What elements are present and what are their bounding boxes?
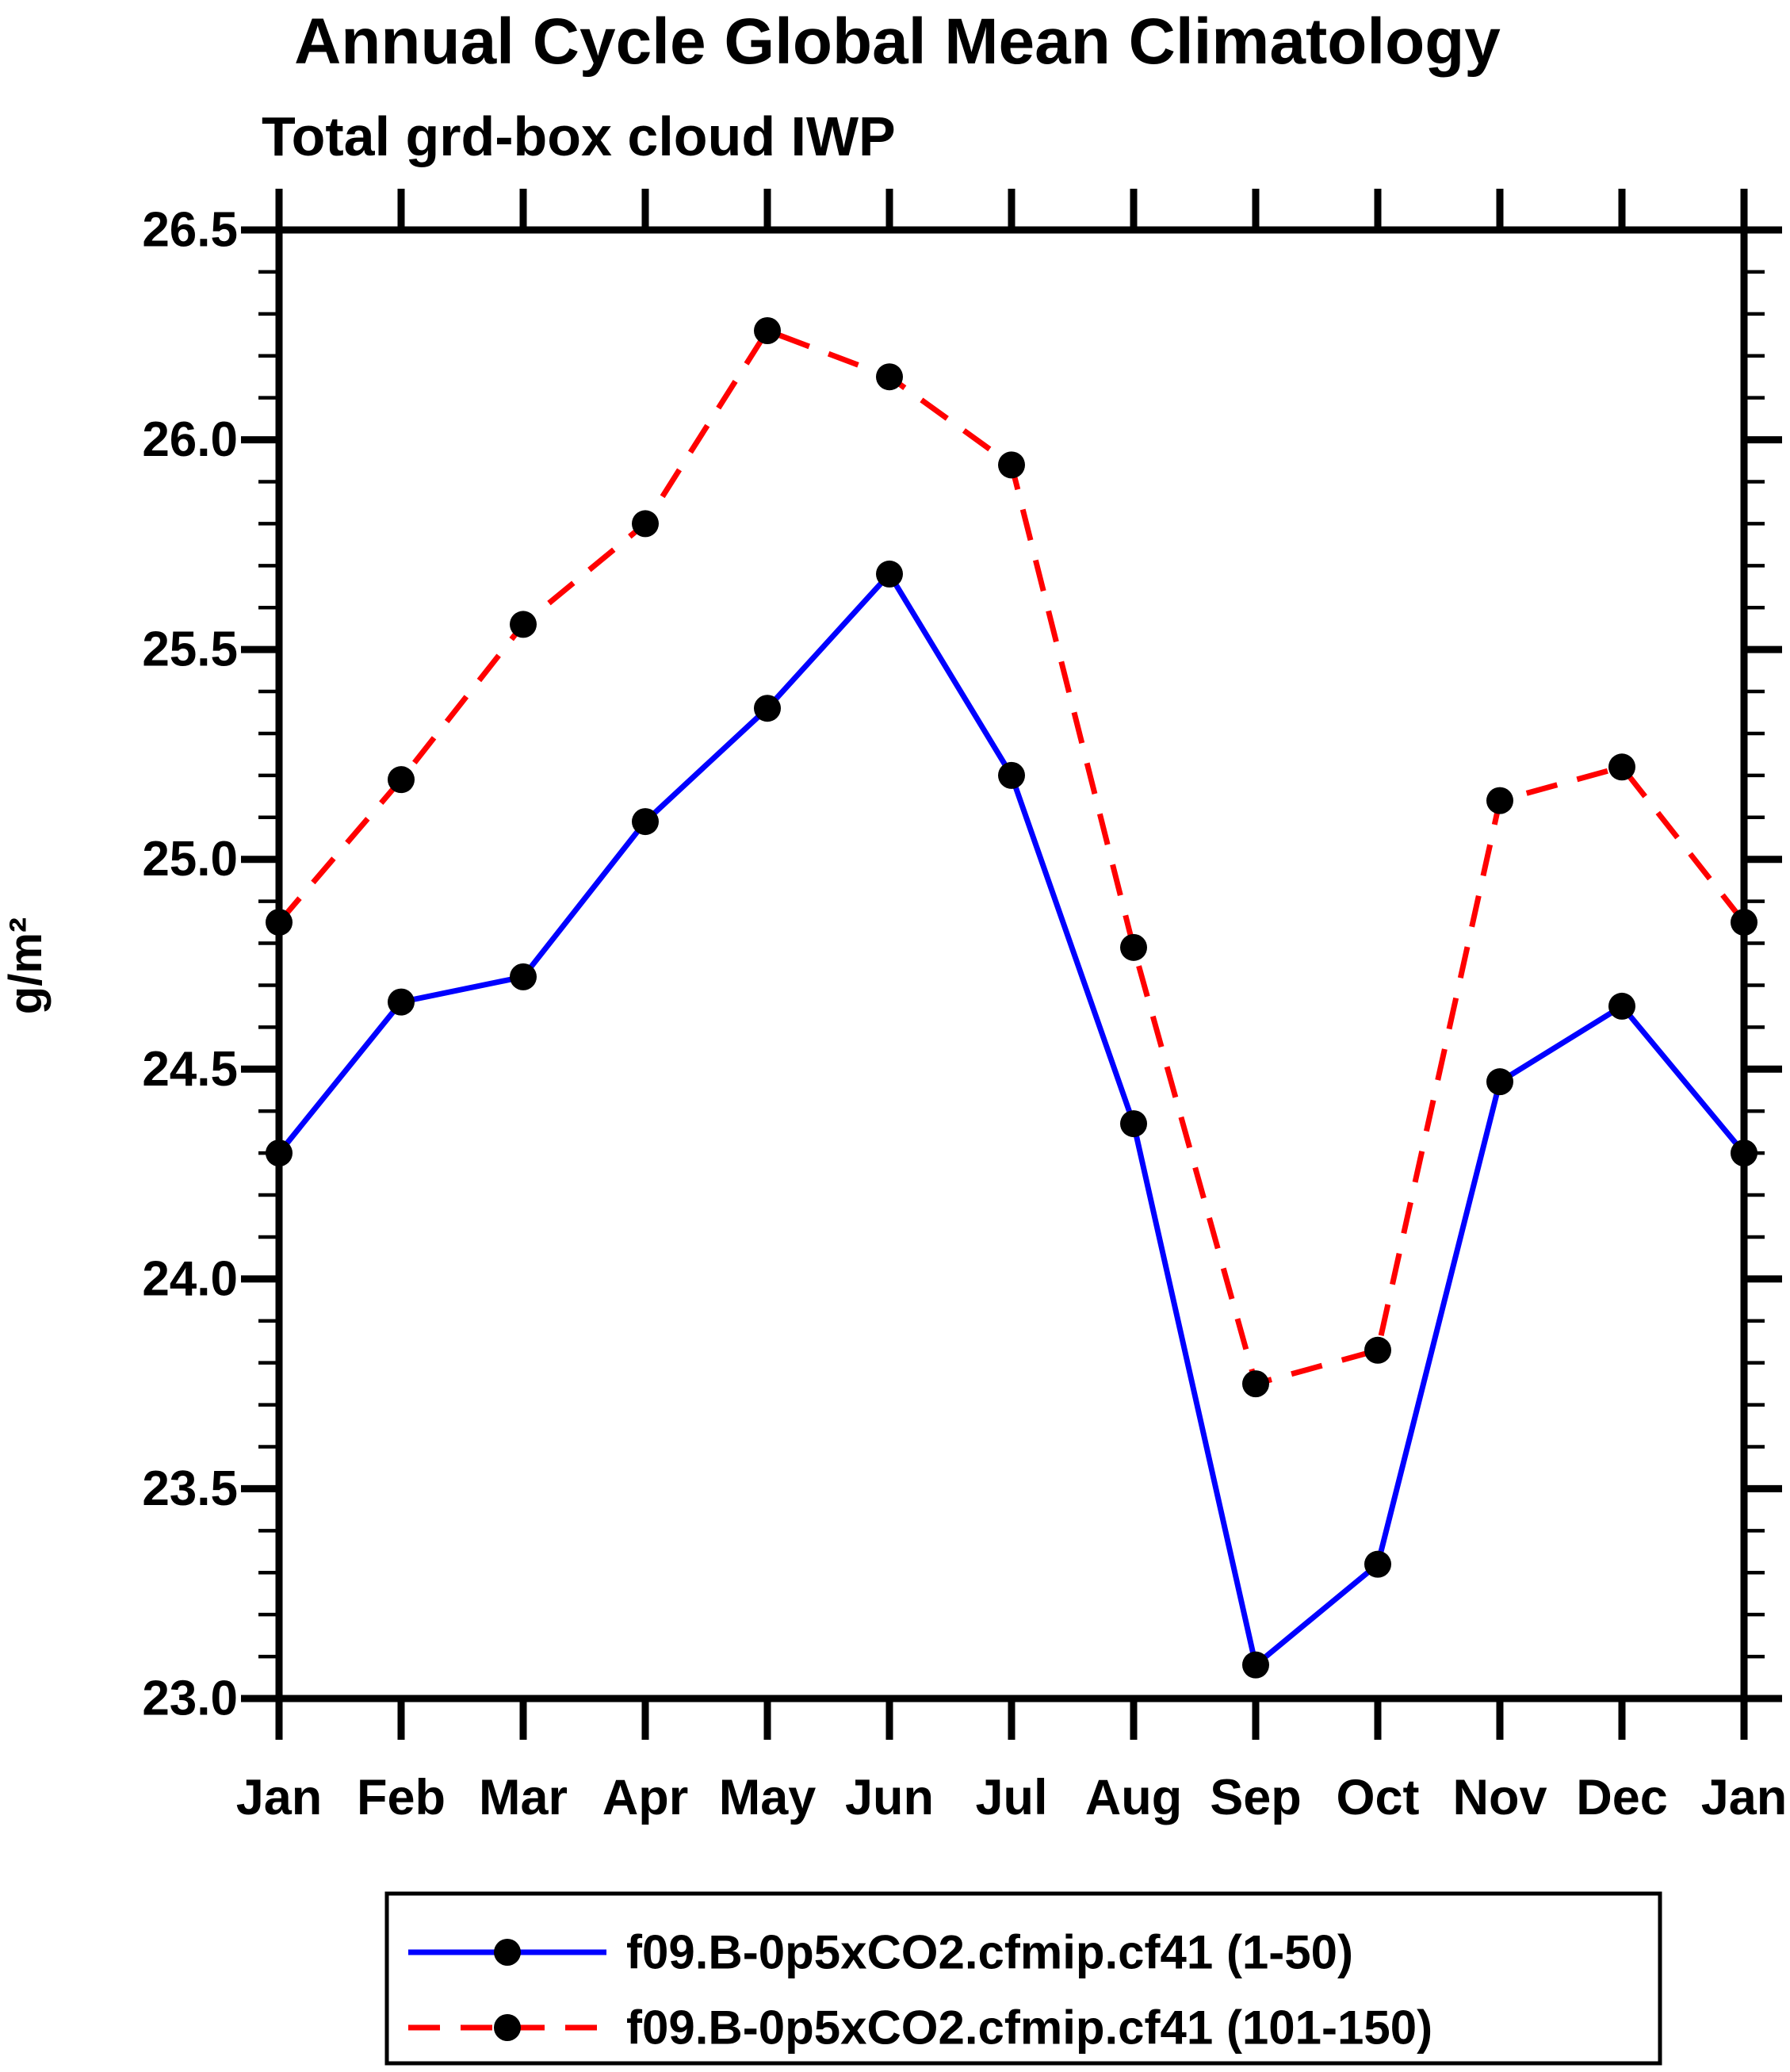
data-point-marker [1608,753,1635,781]
legend-box [384,1891,1662,2066]
legend-label: f09.B-0p5xCO2.cfmip.cf41 (101-150) [626,2001,1432,2055]
x-tick-label: Mar [479,1770,568,1825]
data-point-marker [1364,1336,1391,1364]
legend: f09.B-0p5xCO2.cfmip.cf41 (1-50) f09.B-0p5… [384,1891,1662,2066]
data-point-marker [388,766,415,794]
data-point-marker [632,510,659,538]
y-tick-label: 26.0 [142,412,238,467]
data-point-marker [1486,787,1513,814]
axis-ticks [241,189,1782,1740]
data-point-marker [388,988,415,1016]
y-tick-label: 23.0 [142,1672,238,1726]
series-line [277,327,1746,1388]
legend-marker [494,2014,521,2041]
x-tick-label: Jan [236,1770,323,1825]
y-tick-label: 23.5 [142,1461,238,1516]
x-tick-label: Jun [845,1770,934,1825]
data-point-marker [1486,1068,1513,1096]
y-tick-label: 24.0 [142,1251,238,1306]
data-point-marker [1731,909,1757,936]
y-tick-label: 25.5 [142,622,238,677]
x-tick-label: Aug [1085,1770,1182,1825]
data-point-marker [998,761,1025,789]
data-point-marker [510,963,537,990]
x-tick-label: Jul [975,1770,1047,1825]
data-point-marker [1120,933,1147,961]
chart-subtitle: Total grd-box cloud IWP [262,105,896,167]
data-series [266,316,1757,1679]
chart-title: Annual Cycle Global Mean Climatology [294,6,1501,78]
x-tick-label: May [719,1770,817,1825]
x-tick-label: Sep [1210,1770,1302,1825]
data-point-marker [754,695,781,722]
legend-marker [494,1939,521,1966]
x-tick-label: Oct [1336,1770,1419,1825]
data-point-marker [266,1139,293,1167]
data-point-marker [1242,1651,1269,1679]
x-tick-label: Apr [602,1770,689,1825]
y-tick-label: 25.0 [142,832,238,887]
plot-frame [275,226,1748,1702]
x-tick-label: Dec [1576,1770,1668,1825]
data-point-marker [876,363,903,391]
data-point-marker [1242,1370,1269,1398]
x-tick-label: Feb [357,1770,446,1825]
data-point-marker [1731,1139,1757,1167]
x-tick-label: Jan [1701,1770,1788,1825]
series-line [277,569,1746,1670]
data-point-marker [998,451,1025,479]
data-point-marker [1364,1550,1391,1578]
data-point-marker [266,909,293,936]
data-point-marker [1608,992,1635,1020]
axis-tick-labels: 23.0 23.5 24.0 24.5 25.0 25.5 26.0 26.5 Jan Feb Ma… [142,203,1787,1826]
data-point-marker [1120,1110,1147,1138]
legend-label: f09.B-0p5xCO2.cfmip.cf41 (1-50) [626,1926,1353,1979]
x-tick-label: Nov [1452,1770,1547,1825]
y-tick-label: 24.5 [142,1042,238,1097]
y-axis-label: g/m² [0,917,52,1014]
data-point-marker [876,560,903,588]
data-point-marker [510,611,537,638]
y-tick-label: 26.5 [142,203,238,258]
data-point-marker [632,808,659,836]
data-point-marker [754,316,781,344]
